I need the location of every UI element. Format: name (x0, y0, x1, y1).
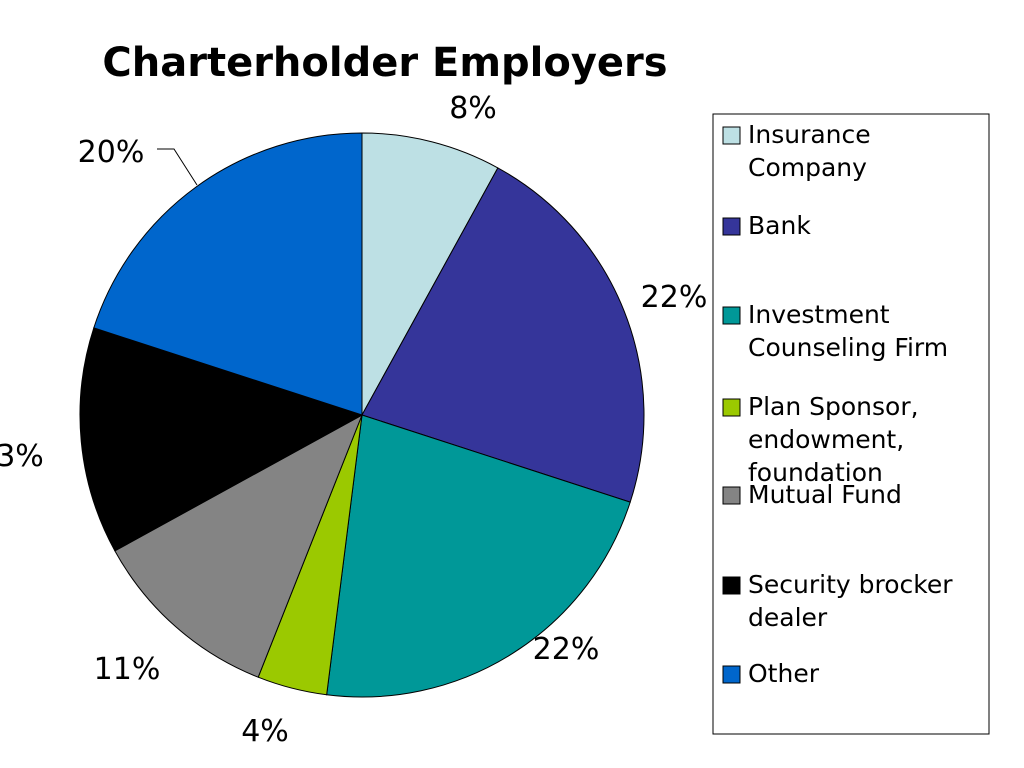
legend-label-security-brocker-dealer: Security brocker dealer (748, 570, 953, 632)
slice-label-security-brocker-dealer: 3% (0, 439, 44, 474)
legend: Insurance Company Bank Investment Counseling… (712, 113, 990, 735)
pie-slice-investment-counseling-firm (326, 414, 631, 698)
legend-label-insurance-company: Insurance Company (748, 120, 871, 182)
legend-label-bank: Bank (748, 211, 811, 240)
slice-label-plan-sponsor-endowment-foundation: 4% (241, 714, 289, 749)
legend-swatch-security-brocker-dealer (722, 576, 741, 595)
legend-label-plan-sponsor-endowment-foundation: Plan Sponsor, endowment, foundation (748, 392, 919, 487)
legend-swatch-other (722, 665, 741, 684)
slice-label-bank: 22% (641, 280, 708, 315)
legend-line: Other (748, 659, 820, 688)
slice-label-other: 20% (78, 135, 145, 170)
chart-title: Charterholder Employers (102, 40, 667, 86)
legend-swatch-plan-sponsor-endowment-foundation (722, 398, 741, 417)
pie-slice-other (93, 132, 363, 416)
legend-swatch-investment-counseling-firm (722, 306, 741, 325)
legend-line: Counseling Firm (748, 333, 948, 362)
pie-slice-security-brocker-dealer (79, 327, 364, 552)
slice-label-investment-counseling-firm: 22% (533, 632, 600, 667)
legend-line: Mutual Fund (748, 480, 902, 509)
pie-slice-insurance-company (361, 132, 499, 416)
legend-swatch-insurance-company (722, 126, 741, 145)
legend-line: Security brocker (748, 570, 953, 599)
legend-label-mutual-fund: Mutual Fund (748, 480, 902, 509)
leader-lines (157, 148, 198, 186)
legend-line: Bank (748, 211, 811, 240)
legend-swatch-bank (722, 217, 741, 236)
legend-label-investment-counseling-firm: Investment Counseling Firm (748, 300, 948, 362)
slice-label-insurance-company: 8% (449, 91, 497, 126)
legend-box (712, 113, 990, 735)
legend-line: Investment (748, 300, 890, 329)
pie-slice-bank (361, 167, 645, 503)
legend-line: Insurance (748, 120, 871, 149)
legend-line: foundation (748, 458, 883, 487)
leader-line-other (157, 148, 198, 186)
legend-line: endowment, (748, 425, 904, 454)
legend-line: Plan Sponsor, (748, 392, 919, 421)
slice-label-mutual-fund: 11% (94, 652, 161, 687)
pie-slice-mutual-fund (114, 413, 363, 678)
slice-labels: 8% 22% 22% 4% 11% 3% 20% (0, 91, 707, 749)
legend-swatch-mutual-fund (722, 486, 741, 505)
legend-label-other: Other (748, 659, 820, 688)
legend-line: dealer (748, 603, 828, 632)
pie-slices (79, 132, 645, 698)
legend-line: Company (748, 153, 867, 182)
